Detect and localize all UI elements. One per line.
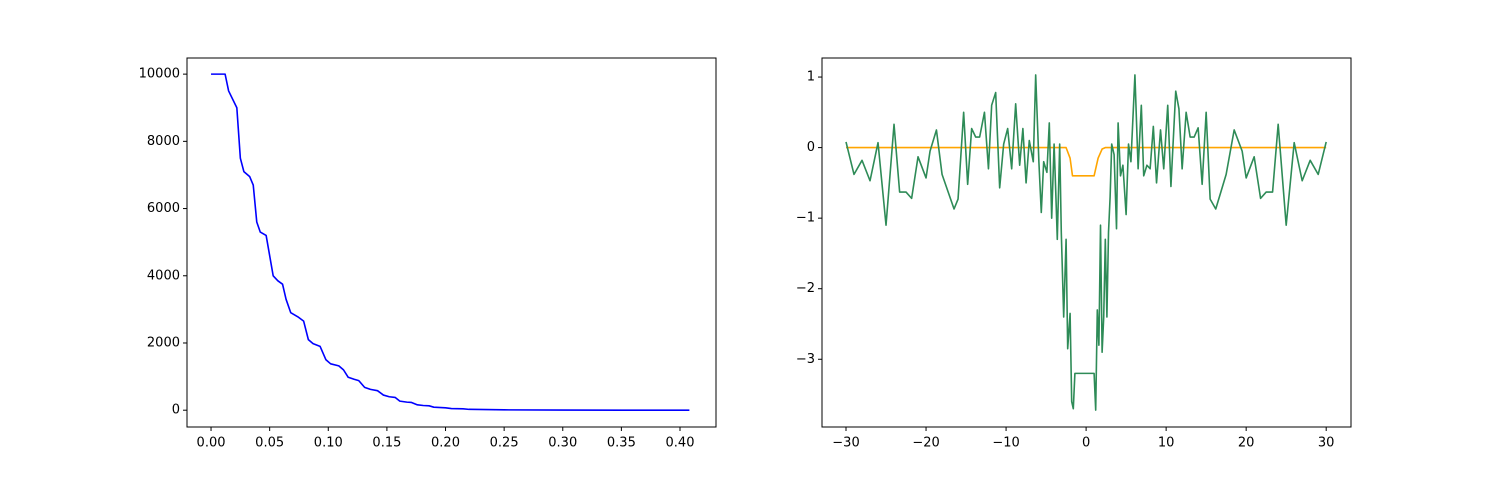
y-tick-label: −1 (796, 211, 815, 226)
y-tick-label: 8000 (147, 134, 180, 149)
x-tick-label: 0.15 (372, 436, 401, 451)
x-tick-label: −30 (832, 436, 859, 451)
x-tick-label: 0 (1082, 436, 1090, 451)
y-tick-label: 10000 (139, 67, 180, 82)
y-tick-label: 6000 (147, 201, 180, 216)
x-tick-label: 20 (1238, 436, 1255, 451)
x-tick-label: 10 (1158, 436, 1175, 451)
x-tick-label: 0.05 (255, 436, 284, 451)
x-tick-label: 0.35 (607, 436, 636, 451)
x-tick-label: 30 (1318, 436, 1335, 451)
line-series (211, 73, 690, 411)
y-tick-label: 2000 (147, 335, 180, 350)
axes-frame (186, 57, 717, 428)
x-tick-label: 0.20 (431, 436, 460, 451)
y-tick-label: 4000 (147, 268, 180, 283)
x-tick-label: 0.30 (548, 436, 577, 451)
y-tick-label: 0 (172, 403, 180, 418)
y-tick-label: −2 (796, 281, 815, 296)
axes-frame (821, 57, 1352, 428)
x-tick-label: 0.40 (666, 436, 695, 451)
line-series (845, 74, 1327, 411)
x-tick-label: 0.00 (197, 436, 226, 451)
x-tick-label: 0.25 (490, 436, 519, 451)
y-tick-label: 1 (807, 70, 815, 85)
x-tick-label: −10 (992, 436, 1019, 451)
y-tick-label: −3 (796, 352, 815, 367)
x-tick-label: 0.10 (314, 436, 343, 451)
y-tick-label: 0 (807, 140, 815, 155)
x-tick-label: −20 (912, 436, 939, 451)
line-series (846, 146, 1327, 177)
